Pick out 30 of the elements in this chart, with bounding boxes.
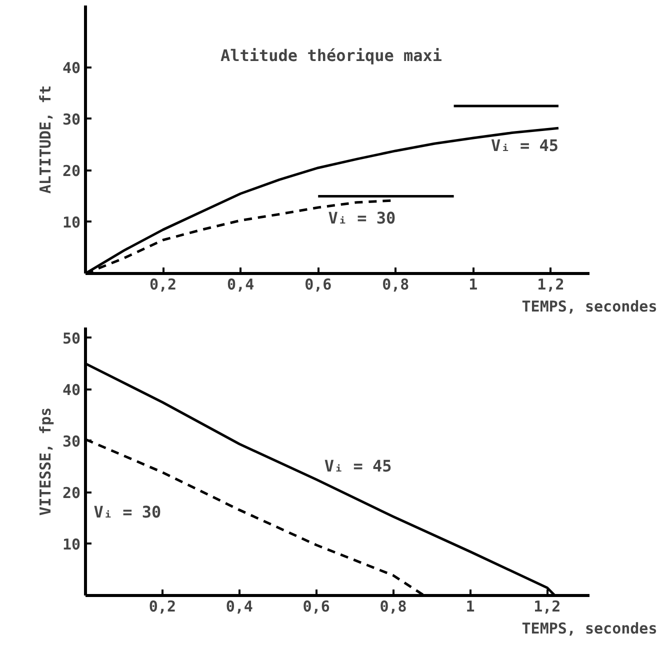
x-axis-title: TEMPS, secondes — [522, 298, 658, 316]
y-tick-label: 40 — [62, 380, 80, 399]
x-tick-label: 0,8 — [382, 276, 410, 294]
series-label: Vᵢ = 30 — [328, 208, 396, 228]
y-tick-label: 30 — [62, 110, 80, 128]
annotation: Altitude théorique maxi — [220, 46, 442, 65]
x-tick-label: 0,2 — [148, 598, 176, 616]
y-axis-title: ALTITUDE, ft — [36, 85, 54, 194]
y-tick-label: 10 — [62, 535, 80, 554]
x-tick-label: 0,6 — [302, 598, 330, 616]
y-tick-label: 30 — [62, 432, 80, 450]
y-tick-label: 20 — [62, 484, 80, 502]
x-axis-title: TEMPS, secondes — [522, 620, 658, 638]
x-tick-label: 1,2 — [534, 598, 561, 616]
y-axis-title: VITESSE, fps — [36, 407, 54, 516]
y-tick-label: 10 — [62, 213, 80, 232]
x-tick-label: 1 — [468, 276, 478, 294]
x-tick-label: 1 — [466, 598, 475, 616]
x-tick-label: 0,6 — [304, 276, 332, 294]
y-tick-label: 40 — [62, 58, 80, 77]
series-label: Vᵢ = 30 — [94, 502, 162, 522]
x-tick-label: 1,2 — [537, 276, 564, 294]
y-tick-label: 50 — [62, 329, 80, 348]
x-tick-label: 0,2 — [149, 276, 177, 294]
x-tick-label: 0,4 — [227, 276, 254, 294]
x-tick-label: 0,8 — [380, 598, 407, 616]
series-label: Vᵢ = 45 — [324, 456, 392, 476]
x-tick-label: 0,4 — [226, 598, 253, 616]
series-label: Vᵢ = 45 — [491, 136, 558, 156]
y-tick-label: 20 — [62, 162, 80, 180]
